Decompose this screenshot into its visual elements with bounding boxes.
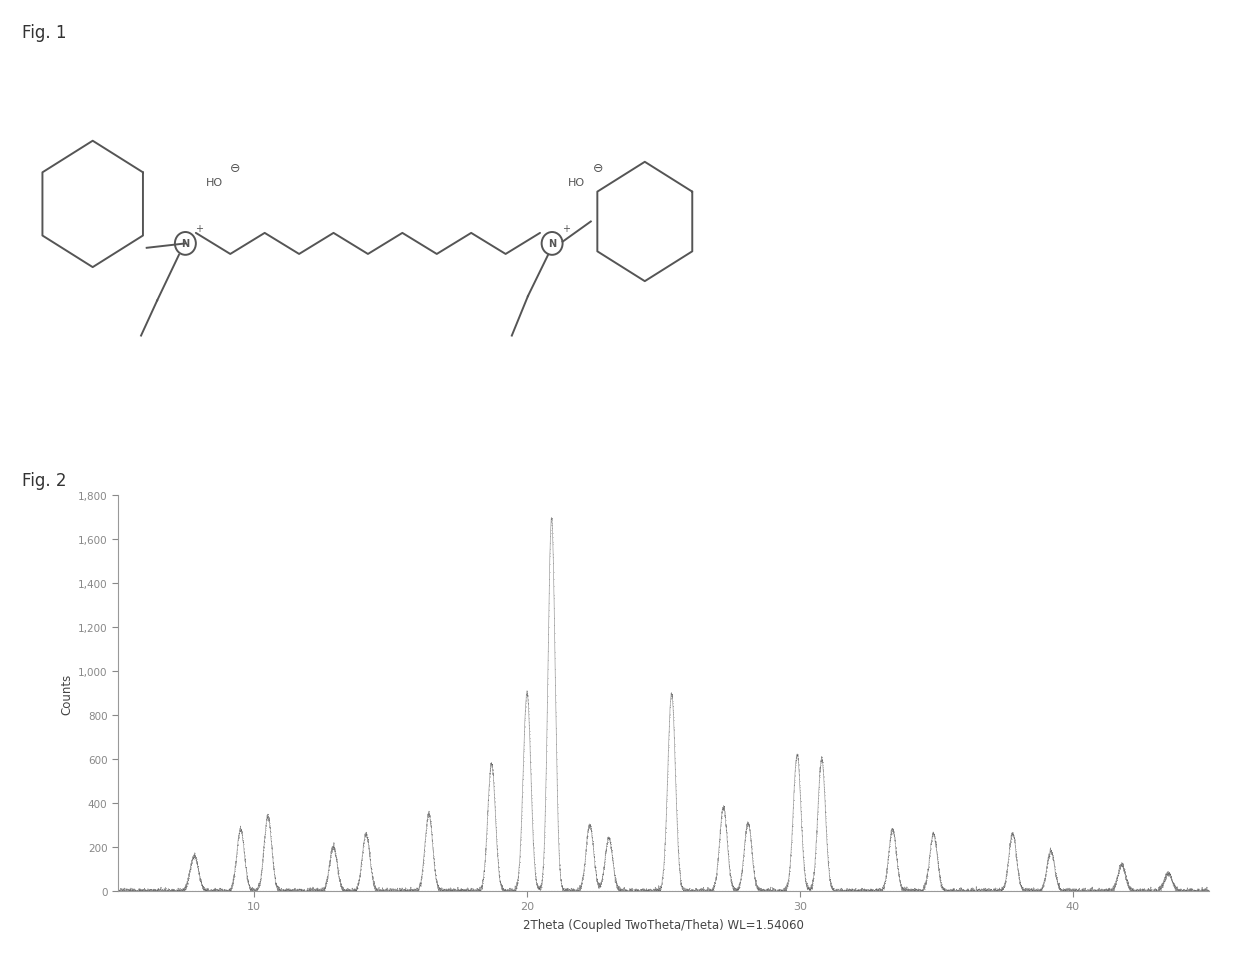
Text: HO: HO (568, 178, 585, 188)
Text: Fig. 2: Fig. 2 (22, 472, 67, 490)
Text: ⊖: ⊖ (231, 161, 241, 174)
Text: N: N (181, 239, 190, 249)
Y-axis label: Counts: Counts (61, 673, 73, 714)
Text: +: + (195, 224, 203, 234)
Text: ⊖: ⊖ (593, 161, 604, 174)
Text: Fig. 1: Fig. 1 (22, 24, 67, 42)
X-axis label: 2Theta (Coupled TwoTheta/Theta) WL=1.54060: 2Theta (Coupled TwoTheta/Theta) WL=1.540… (523, 919, 804, 931)
Text: N: N (548, 239, 557, 249)
Text: HO: HO (206, 178, 223, 188)
Text: +: + (562, 224, 570, 234)
